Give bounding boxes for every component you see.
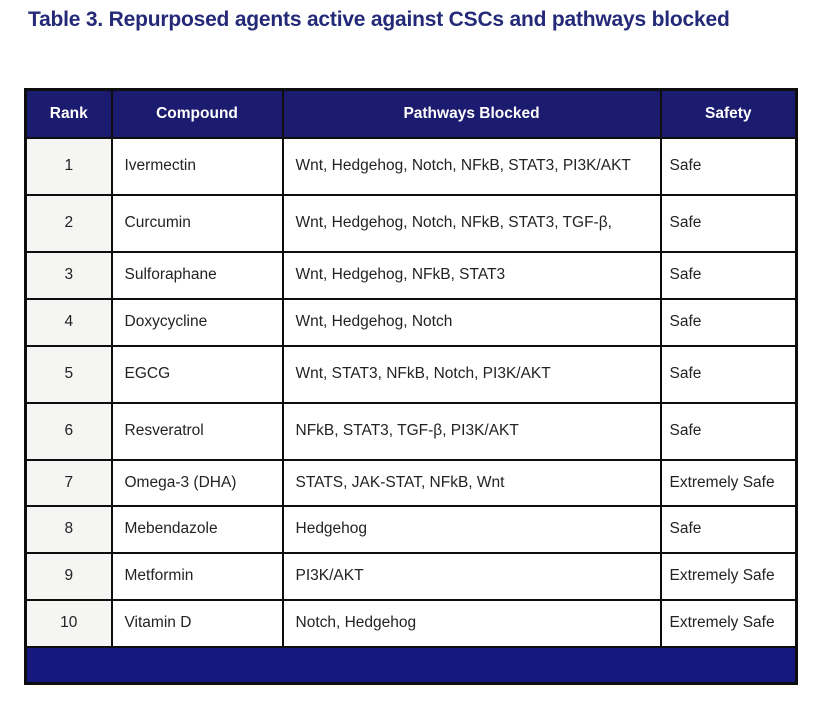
table-footer [24, 646, 798, 685]
cell-compound: Resveratrol [110, 401, 284, 461]
cell-safety: Safe [659, 505, 798, 555]
cell-pathways: PI3K/AKT [281, 552, 662, 602]
page-title: Table 3. Repurposed agents active agains… [28, 8, 730, 31]
cell-compound: Curcumin [110, 193, 284, 253]
table-row: 7 Omega-3 (DHA) STATS, JAK-STAT, NFkB, W… [24, 458, 798, 508]
cell-compound: Ivermectin [110, 137, 284, 196]
cell-safety: Extremely Safe [659, 458, 798, 508]
table-row: 5 EGCG Wnt, STAT3, NFkB, Notch, PI3K/AKT… [24, 344, 798, 404]
cell-pathways: Hedgehog [281, 505, 662, 555]
footer-bar [24, 646, 798, 685]
footer-row [24, 646, 798, 685]
header-cell-rank: Rank [24, 88, 113, 139]
table-row: 4 Doxycycline Wnt, Hedgehog, Notch Safe [24, 297, 798, 347]
cell-rank: 1 [24, 137, 113, 196]
header-row: Rank Compound Pathways Blocked Safety [24, 88, 798, 139]
table-row: 9 Metformin PI3K/AKT Extremely Safe [24, 552, 798, 602]
cell-safety: Safe [659, 137, 798, 196]
cell-safety: Extremely Safe [659, 552, 798, 602]
header-cell-pathways: Pathways Blocked [281, 88, 662, 139]
table-row: 2 Curcumin Wnt, Hedgehog, Notch, NFkB, S… [24, 193, 798, 253]
repurposed-agents-table: Rank Compound Pathways Blocked Safety 1 … [24, 88, 798, 685]
cell-rank: 7 [24, 458, 113, 508]
cell-rank: 10 [24, 599, 113, 649]
cell-compound: EGCG [110, 344, 284, 404]
header-cell-compound: Compound [110, 88, 284, 139]
cell-rank: 6 [24, 401, 113, 461]
cell-safety: Safe [659, 250, 798, 300]
table-row: 8 Mebendazole Hedgehog Safe [24, 505, 798, 555]
cell-rank: 5 [24, 344, 113, 404]
cell-safety: Safe [659, 344, 798, 404]
cell-compound: Vitamin D [110, 599, 284, 649]
cell-pathways: Wnt, Hedgehog, Notch [281, 297, 662, 347]
table-header: Rank Compound Pathways Blocked Safety [24, 88, 798, 139]
cell-pathways: NFkB, STAT3, TGF-β, PI3K/AKT [281, 401, 662, 461]
cell-compound: Sulforaphane [110, 250, 284, 300]
cell-rank: 2 [24, 193, 113, 253]
cell-safety: Extremely Safe [659, 599, 798, 649]
cell-rank: 4 [24, 297, 113, 347]
cell-rank: 8 [24, 505, 113, 555]
table-row: 3 Sulforaphane Wnt, Hedgehog, NFkB, STAT… [24, 250, 798, 300]
cell-rank: 9 [24, 552, 113, 602]
cell-compound: Metformin [110, 552, 284, 602]
cell-safety: Safe [659, 297, 798, 347]
table-row: 10 Vitamin D Notch, Hedgehog Extremely S… [24, 599, 798, 649]
cell-compound: Omega-3 (DHA) [110, 458, 284, 508]
cell-compound: Mebendazole [110, 505, 284, 555]
cell-safety: Safe [659, 193, 798, 253]
header-cell-safety: Safety [659, 88, 798, 139]
cell-pathways: Wnt, STAT3, NFkB, Notch, PI3K/AKT [281, 344, 662, 404]
table-body: 1 Ivermectin Wnt, Hedgehog, Notch, NFkB,… [24, 137, 798, 649]
cell-pathways: Wnt, Hedgehog, Notch, NFkB, STAT3, TGF-β… [281, 193, 662, 253]
cell-pathways: STATS, JAK-STAT, NFkB, Wnt [281, 458, 662, 508]
cell-pathways: Wnt, Hedgehog, Notch, NFkB, STAT3, PI3K/… [281, 137, 662, 196]
cell-pathways: Wnt, Hedgehog, NFkB, STAT3 [281, 250, 662, 300]
table-row: 6 Resveratrol NFkB, STAT3, TGF-β, PI3K/A… [24, 401, 798, 461]
cell-compound: Doxycycline [110, 297, 284, 347]
cell-rank: 3 [24, 250, 113, 300]
table-row: 1 Ivermectin Wnt, Hedgehog, Notch, NFkB,… [24, 137, 798, 196]
cell-safety: Safe [659, 401, 798, 461]
cell-pathways: Notch, Hedgehog [281, 599, 662, 649]
